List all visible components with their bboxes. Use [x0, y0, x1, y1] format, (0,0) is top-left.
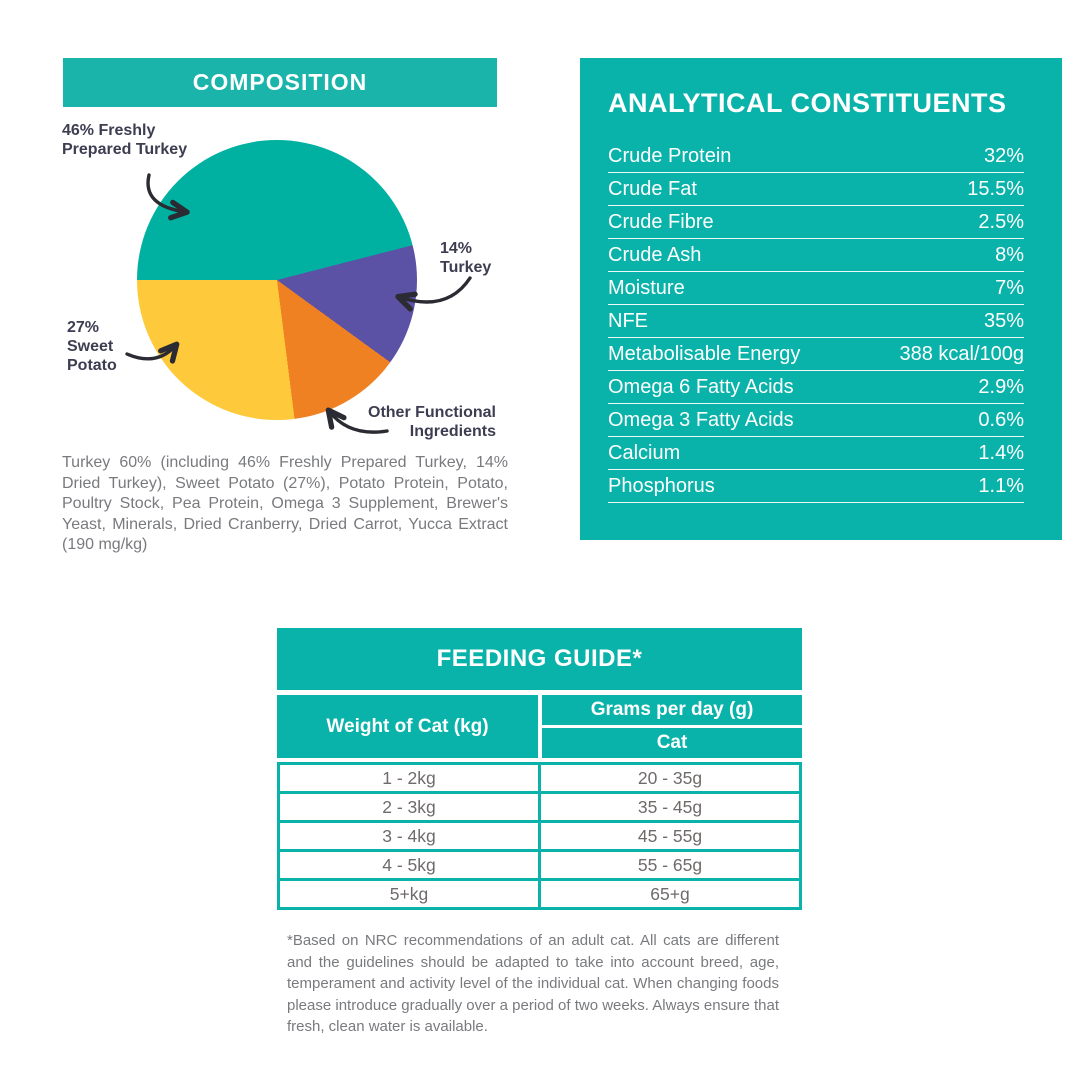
feeding-guide-section: FEEDING GUIDE* Weight of Cat (kg) Grams … [277, 628, 802, 910]
grams-cell: 35 - 45g [538, 794, 799, 820]
grams-cell: 55 - 65g [538, 852, 799, 878]
feeding-guide-title-bar: FEEDING GUIDE* [277, 628, 802, 690]
weight-cell: 5+kg [389, 883, 429, 904]
analytical-row: Moisture 7% [608, 272, 1024, 305]
analytical-row-label: Crude Fat [608, 178, 697, 200]
feeding-row: 2 - 3kg 35 - 45g [280, 794, 799, 823]
analytical-row-label: Moisture [608, 277, 685, 299]
analytical-row-value: 388 kcal/100g [899, 343, 1024, 365]
grams-per-day-header-group: Grams per day (g) Cat [542, 695, 802, 758]
grams-per-day-header-cell: Grams per day (g) [542, 695, 802, 725]
ingredients-text: Turkey 60% (including 46% Freshly Prepar… [62, 454, 508, 553]
analytical-row-label: Omega 3 Fatty Acids [608, 409, 794, 431]
pie-label-freshly-prepared-turkey: 46% Freshly Prepared Turkey [62, 122, 188, 158]
analytical-row: Omega 3 Fatty Acids 0.6% [608, 404, 1024, 437]
weight-cell: 2 - 3kg [382, 796, 436, 817]
feeding-guide-title: FEEDING GUIDE* [436, 645, 643, 672]
analytical-row: Crude Fibre 2.5% [608, 206, 1024, 239]
analytical-row: NFE 35% [608, 305, 1024, 338]
feeding-row: 3 - 4kg 45 - 55g [280, 823, 799, 852]
analytical-row: Omega 6 Fatty Acids 2.9% [608, 371, 1024, 404]
analytical-row: Phosphorus 1.1% [608, 470, 1024, 503]
feeding-row: 1 - 2kg 20 - 35g [280, 765, 799, 794]
analytical-constituents-panel: ANALYTICAL CONSTITUENTS Crude Protein 32%… [580, 58, 1062, 540]
weight-of-cat-header-cell: Weight of Cat (kg) [277, 695, 538, 758]
pie-label-dried-turkey: 14% Turkey [440, 240, 492, 276]
weight-cell: 1 - 2kg [382, 767, 436, 788]
weight-cell: 3 - 4kg [382, 825, 436, 846]
analytical-row-value: 7% [995, 277, 1024, 299]
analytical-row-label: Omega 6 Fatty Acids [608, 376, 794, 398]
analytical-row-label: Phosphorus [608, 475, 715, 497]
feeding-guide-footnote: *Based on NRC recommendations of an adul… [287, 932, 779, 1035]
pie-label-sweet-potato: 27% Sweet Potato [67, 319, 117, 374]
analytical-row: Metabolisable Energy 388 kcal/100g [608, 338, 1024, 371]
analytical-row-label: Metabolisable Energy [608, 343, 801, 365]
feeding-row: 5+kg 65+g [280, 881, 799, 907]
analytical-row-value: 1.1% [978, 475, 1024, 497]
pie-label-other-functional-ingredients: Other Functional Ingredients [368, 404, 496, 440]
analytical-row-value: 0.6% [978, 409, 1024, 431]
feeding-guide-table-body: 1 - 2kg 20 - 35g 2 - 3kg 35 - 45g 3 - 4kg 4… [277, 762, 802, 910]
analytical-row-value: 35% [983, 310, 1024, 332]
weight-cell: 4 - 5kg [382, 854, 436, 875]
feeding-row: 4 - 5kg 55 - 65g [280, 852, 799, 881]
analytical-row-value: 32% [983, 145, 1024, 167]
analytical-row-value: 2.5% [978, 211, 1024, 233]
analytical-row: Crude Ash 8% [608, 239, 1024, 272]
analytical-row-label: NFE [608, 310, 648, 332]
analytical-row-value: 2.9% [978, 376, 1024, 398]
analytical-row: Calcium 1.4% [608, 437, 1024, 470]
cat-subheader-cell: Cat [542, 728, 802, 758]
grams-cell: 20 - 35g [538, 765, 799, 791]
analytical-row-label: Crude Ash [608, 244, 702, 266]
analytical-rows: Crude Protein 32% Crude Fat 15.5% Crude Fi… [608, 140, 1024, 503]
analytical-row: Crude Protein 32% [608, 140, 1024, 173]
feeding-guide-header: Weight of Cat (kg) Grams per day (g) Cat [277, 695, 802, 758]
analytical-row-label: Crude Fibre [608, 211, 714, 233]
grams-cell: 45 - 55g [538, 823, 799, 849]
analytical-row-label: Calcium [608, 442, 681, 464]
analytical-title: ANALYTICAL CONSTITUENTS [608, 88, 1007, 118]
grams-cell: 65+g [538, 881, 799, 907]
composition-pie [137, 140, 417, 420]
analytical-row-value: 1.4% [978, 442, 1024, 464]
composition-header-bar: COMPOSITION [63, 58, 497, 107]
analytical-row: Crude Fat 15.5% [608, 173, 1024, 206]
analytical-row-label: Crude Protein [608, 145, 732, 167]
analytical-row-value: 15.5% [967, 178, 1024, 200]
analytical-row-value: 8% [995, 244, 1024, 266]
composition-title: COMPOSITION [192, 69, 368, 95]
